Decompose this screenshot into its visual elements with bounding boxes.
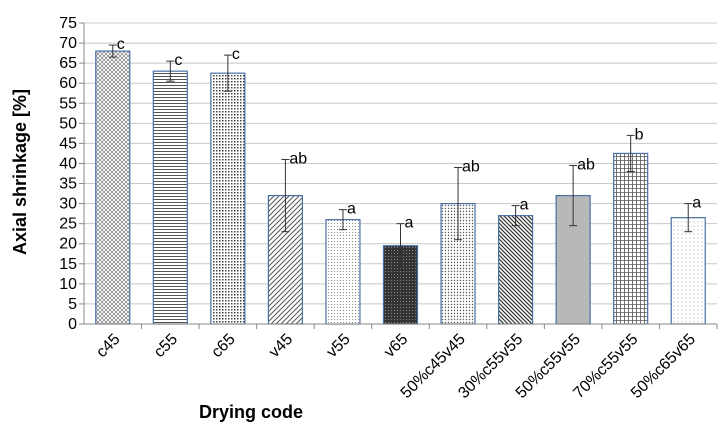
y-tick-label: 15 xyxy=(59,256,77,273)
bars: c c c ab a a ab a ab b a xyxy=(95,36,706,325)
significance-label: a xyxy=(405,215,414,232)
bar-c55 xyxy=(152,70,188,325)
significance-label: a xyxy=(692,195,701,212)
x-axis-categories: c45 c55 c65 v45 v55 v6550%c45v4530%c55v5550%c… xyxy=(93,324,718,402)
x-category-label: v55 xyxy=(324,331,354,361)
y-tick-label: 25 xyxy=(59,216,77,233)
y-tick-label: 0 xyxy=(68,316,77,333)
y-axis-ticks: 0 5 10 15 20 25 30 35 40 45 50 55 60 65 70 75 xyxy=(59,15,84,333)
y-tick-label: 20 xyxy=(59,236,77,253)
y-tick-label: 45 xyxy=(59,135,77,152)
significance-label: c xyxy=(117,36,125,53)
y-tick-label: 35 xyxy=(59,176,77,193)
significance-label: c xyxy=(232,46,240,63)
y-tick-label: 5 xyxy=(68,296,77,313)
axes xyxy=(83,23,717,325)
y-tick-label: 55 xyxy=(59,95,77,112)
bar-v55 xyxy=(325,219,361,325)
y-tick-label: 40 xyxy=(59,155,77,172)
y-tick-label: 50 xyxy=(59,115,77,132)
x-category-label: v45 xyxy=(266,331,296,361)
significance-label: b xyxy=(635,126,644,143)
x-category-label: c45 xyxy=(93,331,123,361)
y-axis-title: Axial shrinkage [%] xyxy=(10,89,30,255)
y-tick-label: 30 xyxy=(59,196,77,213)
significance-label: a xyxy=(347,201,356,218)
x-category-label: c55 xyxy=(151,331,181,361)
significance-label: a xyxy=(520,197,529,214)
x-category-label: c65 xyxy=(208,331,238,361)
significance-label: ab xyxy=(462,158,480,175)
y-tick-label: 70 xyxy=(59,35,77,52)
y-tick-label: 60 xyxy=(59,75,77,92)
y-tick-label: 75 xyxy=(59,15,77,32)
bar-c45 xyxy=(95,50,131,325)
bar-70%c55v55 xyxy=(613,152,649,325)
x-category-label: v65 xyxy=(381,331,411,361)
bar-50%c65v65 xyxy=(670,217,706,325)
y-tick-label: 10 xyxy=(59,276,77,293)
bar-30%c55v55 xyxy=(497,215,534,325)
significance-label: c xyxy=(174,52,182,69)
x-axis-title: Drying code xyxy=(199,402,303,422)
significance-label: ab xyxy=(289,150,307,167)
bar-c65 xyxy=(210,72,246,325)
y-tick-label: 65 xyxy=(59,55,77,72)
significance-label: ab xyxy=(577,156,595,173)
